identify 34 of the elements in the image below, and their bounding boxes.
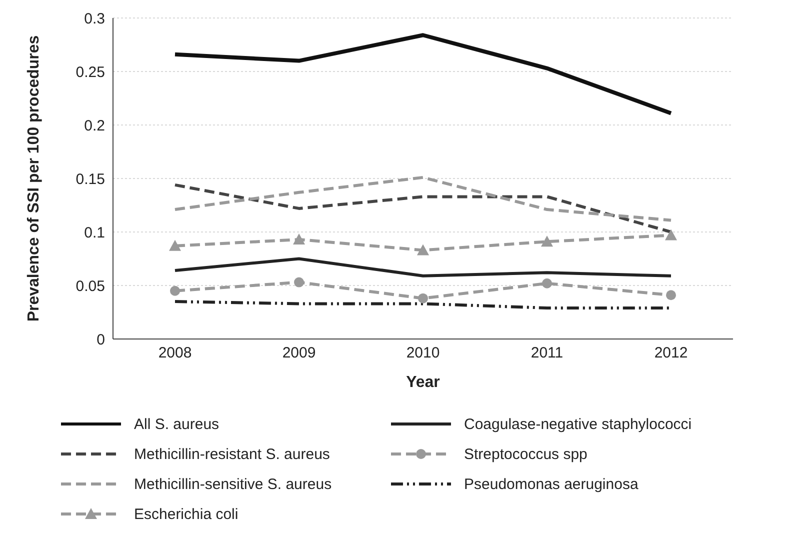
- legend-label: Coagulase-negative staphylococci: [464, 416, 692, 432]
- legend-label: Methicillin-sensitive S. aureus: [134, 476, 332, 492]
- line-series: [173, 33, 673, 116]
- x-tick-label: 2008: [158, 344, 192, 362]
- line-series: [174, 176, 672, 222]
- legend-label: Streptococcus spp: [464, 446, 588, 462]
- x-tick-label: 2011: [530, 344, 564, 362]
- x-axis-title: Year: [406, 374, 440, 391]
- point: [541, 236, 553, 247]
- legend-label: All S. aureus: [134, 416, 220, 432]
- point: [170, 286, 180, 296]
- point: [417, 244, 429, 256]
- y-tick-label: 0.3: [84, 10, 105, 28]
- x-tick-label: 2009: [282, 344, 316, 362]
- point: [666, 290, 676, 300]
- y-tick-label: 0.25: [76, 64, 105, 81]
- y-tick-label: 0.05: [76, 278, 105, 295]
- x-tick-label: 2010: [406, 344, 440, 362]
- y-tick-label: 0: [96, 331, 105, 348]
- line-series: [174, 257, 672, 278]
- point: [665, 229, 677, 240]
- point: [293, 233, 305, 244]
- point: [169, 240, 181, 251]
- y-tick-label: 0.1: [84, 224, 105, 242]
- point: [542, 278, 552, 288]
- point: [294, 277, 304, 288]
- x-tick-label: 2012: [654, 344, 688, 362]
- legend-label: Methicillin-resistant S. aureus: [134, 446, 330, 462]
- y-tick-label: 0.15: [76, 170, 105, 188]
- point: [418, 293, 428, 304]
- y-tick-label: 0.2: [84, 117, 105, 134]
- legend-label: Escherichia coli: [134, 506, 238, 522]
- legend-label: Pseudomonas aeruginosa: [464, 476, 638, 492]
- y-axis-title: Prevalence of SSI per 100 procedures: [26, 35, 43, 322]
